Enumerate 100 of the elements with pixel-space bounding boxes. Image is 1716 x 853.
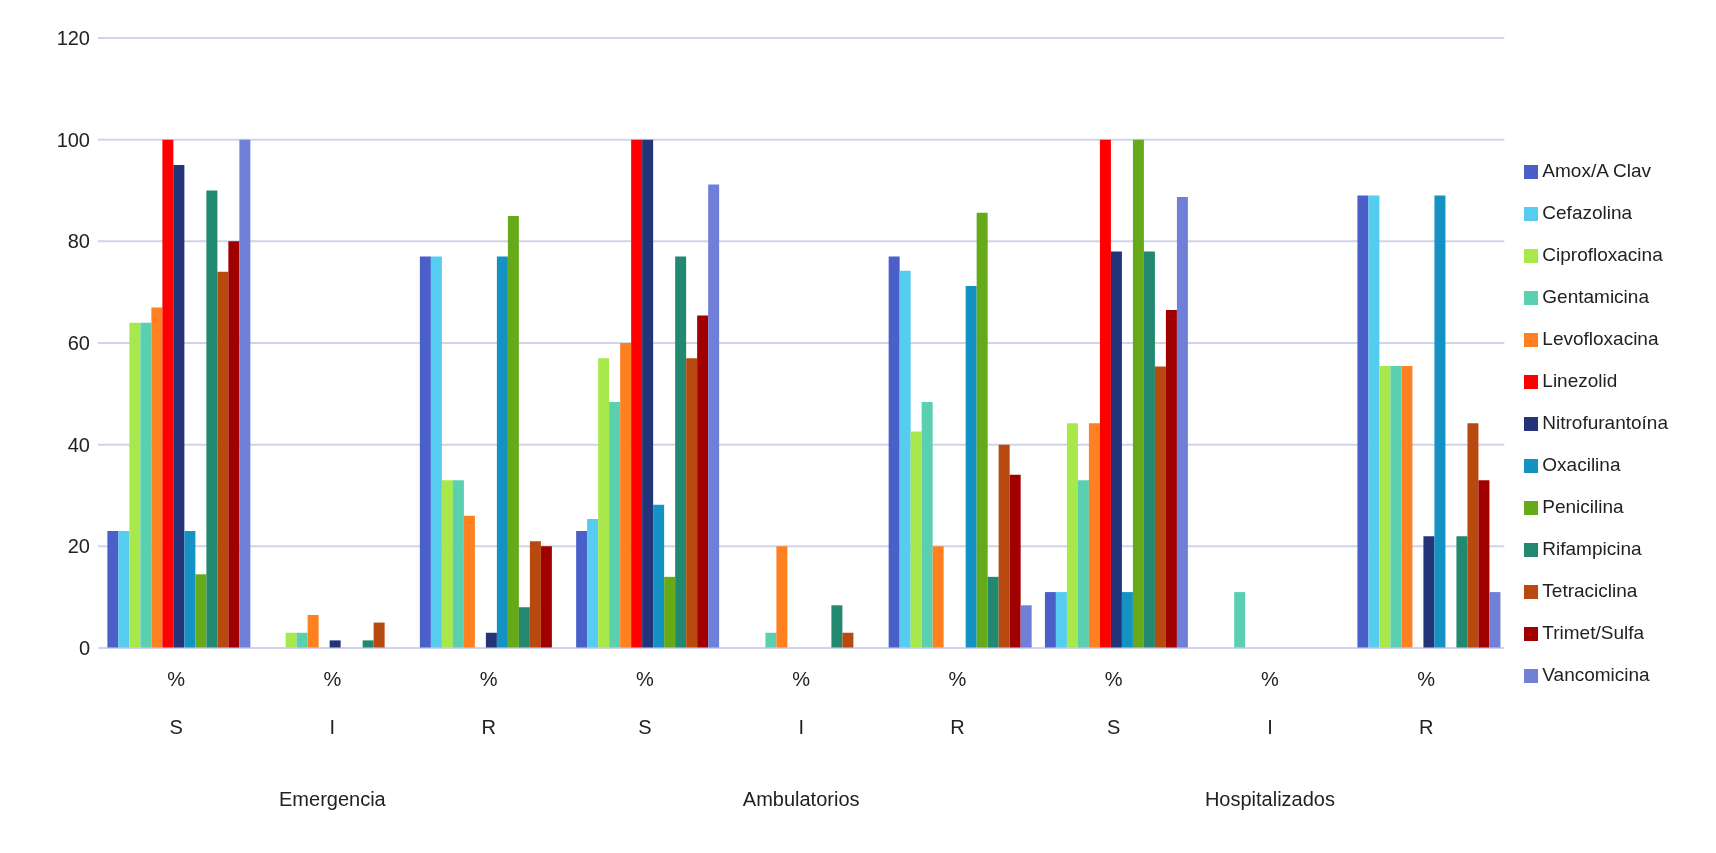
bar bbox=[776, 546, 788, 648]
y-tick-label: 20 bbox=[67, 535, 90, 558]
y-tick-label: 40 bbox=[67, 433, 90, 456]
category-label: % S bbox=[636, 668, 654, 738]
bar bbox=[1009, 474, 1021, 648]
bar bbox=[1401, 365, 1413, 648]
bar bbox=[1143, 251, 1155, 648]
bar bbox=[217, 271, 229, 648]
bar bbox=[1456, 536, 1468, 648]
bar bbox=[1077, 480, 1089, 648]
bar bbox=[162, 139, 174, 648]
category-label: % S bbox=[167, 668, 186, 738]
bar bbox=[1132, 139, 1144, 648]
bar bbox=[965, 286, 977, 648]
category-label: % R bbox=[1417, 668, 1436, 738]
bar bbox=[842, 632, 854, 648]
legend-label: Amox/A Clav bbox=[1542, 160, 1652, 181]
bar bbox=[1088, 423, 1100, 648]
bar bbox=[697, 315, 709, 648]
legend-label: Nitrofurantoína bbox=[1542, 412, 1668, 433]
legend-label: Penicilina bbox=[1542, 496, 1624, 517]
bar bbox=[675, 256, 687, 648]
bar bbox=[765, 632, 777, 648]
bar bbox=[598, 358, 610, 648]
bar bbox=[708, 184, 720, 648]
category-label: % S bbox=[1104, 668, 1123, 738]
bar bbox=[419, 256, 431, 648]
bar bbox=[1234, 592, 1246, 648]
bar bbox=[239, 139, 251, 648]
bar bbox=[362, 640, 374, 648]
bar bbox=[1165, 309, 1177, 648]
bar bbox=[441, 480, 453, 648]
bar bbox=[1467, 423, 1479, 648]
bar bbox=[631, 139, 643, 648]
category-label: % I bbox=[323, 668, 342, 738]
bar bbox=[976, 212, 988, 648]
bar bbox=[921, 401, 933, 648]
bar bbox=[1379, 365, 1391, 648]
bar bbox=[173, 165, 185, 648]
bar bbox=[285, 632, 297, 648]
bar bbox=[496, 256, 508, 648]
bar bbox=[620, 343, 632, 648]
bar bbox=[118, 531, 130, 648]
bar bbox=[609, 401, 621, 648]
bar bbox=[329, 640, 341, 648]
legend-label: Gentamicina bbox=[1542, 286, 1649, 307]
text: Hospitalizados bbox=[1204, 788, 1335, 810]
bar bbox=[540, 546, 552, 648]
category-label: % R bbox=[948, 668, 967, 738]
bar bbox=[987, 576, 999, 648]
legend-label: Vancomicina bbox=[1542, 664, 1650, 685]
bar bbox=[296, 632, 308, 648]
bar bbox=[1478, 480, 1490, 648]
bar bbox=[1044, 592, 1056, 648]
bar bbox=[1390, 365, 1402, 648]
bar bbox=[1176, 197, 1188, 648]
bar bbox=[452, 480, 464, 648]
y-tick-label: 0 bbox=[78, 637, 90, 660]
bar bbox=[373, 622, 385, 648]
bar bbox=[1434, 195, 1446, 648]
category-label: % R bbox=[479, 668, 498, 738]
bar bbox=[485, 632, 497, 648]
legend-label: Rifampicina bbox=[1542, 538, 1642, 559]
category-label: % I bbox=[1261, 668, 1279, 738]
bar bbox=[228, 241, 240, 648]
bar bbox=[998, 444, 1010, 648]
y-tick-label: 120 bbox=[56, 27, 90, 50]
bar bbox=[932, 546, 944, 648]
bar bbox=[587, 518, 599, 648]
bar bbox=[507, 215, 519, 648]
text: Ambulatorios bbox=[742, 788, 860, 810]
bar bbox=[1110, 251, 1122, 648]
bar bbox=[107, 531, 119, 648]
legend-label: Cefazolina bbox=[1542, 202, 1633, 223]
legend-label: Oxacilina bbox=[1542, 454, 1621, 475]
bar bbox=[1368, 195, 1380, 648]
bar bbox=[1357, 195, 1369, 648]
category-label: % I bbox=[792, 668, 811, 738]
bar bbox=[653, 504, 665, 648]
y-tick-label: 80 bbox=[67, 230, 90, 253]
bar bbox=[195, 574, 207, 648]
bar bbox=[307, 614, 319, 648]
bar bbox=[1121, 592, 1133, 648]
bar bbox=[664, 576, 676, 648]
bar bbox=[151, 307, 163, 648]
bar bbox=[1154, 366, 1166, 648]
bar bbox=[463, 515, 475, 648]
bar bbox=[1055, 592, 1067, 648]
bar bbox=[129, 322, 141, 648]
bar bbox=[184, 531, 196, 648]
bar bbox=[1489, 592, 1501, 648]
text: Emergencia bbox=[279, 788, 387, 810]
y-tick-label: 60 bbox=[67, 332, 90, 355]
bar bbox=[529, 541, 541, 648]
legend-label: Linezolid bbox=[1542, 370, 1618, 391]
bar bbox=[1099, 139, 1111, 648]
legend-label: Tetraciclina bbox=[1542, 580, 1638, 601]
bar bbox=[206, 190, 218, 648]
bar bbox=[642, 139, 654, 648]
bar bbox=[1066, 423, 1078, 648]
